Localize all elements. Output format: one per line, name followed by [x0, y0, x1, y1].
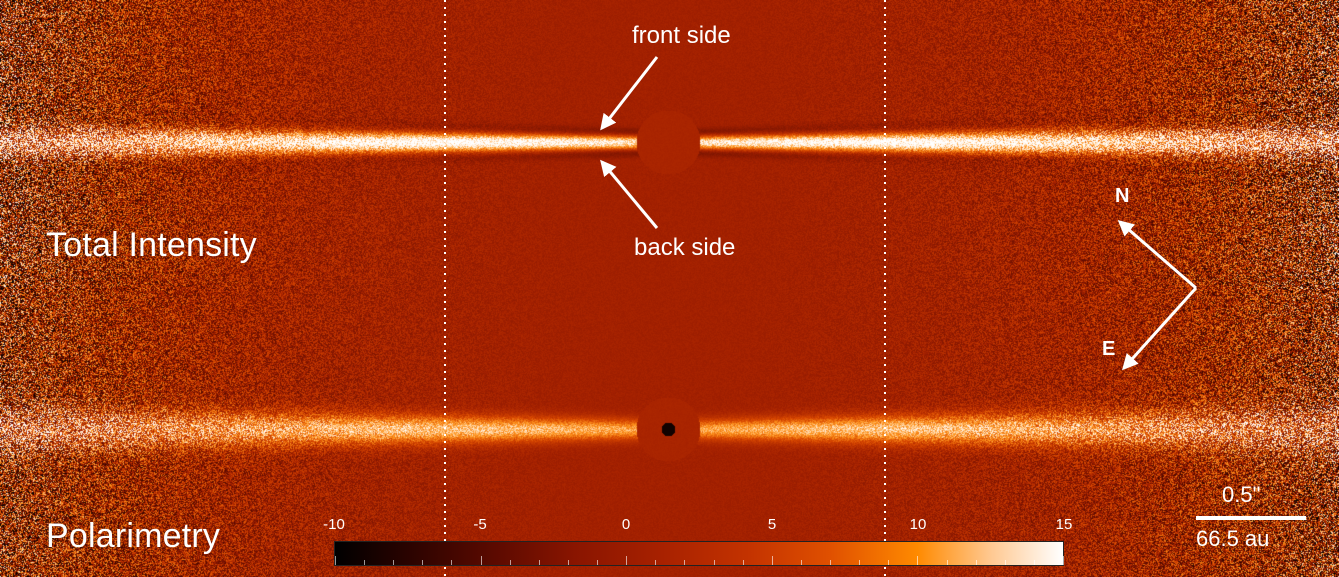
- colorbar-tick-label: -5: [473, 516, 487, 533]
- colorbar-minor-tick: [509, 560, 511, 565]
- front-side-arrow: [600, 56, 659, 131]
- colorbar-tick-label: 0: [621, 516, 631, 533]
- east-arrow: [1121, 286, 1198, 371]
- colorbar-minor-tick: [917, 556, 919, 565]
- colorbar-minor-tick: [422, 560, 424, 565]
- compass-north-label: N: [1115, 185, 1130, 207]
- colorbar-minor-tick: [480, 556, 482, 565]
- colorbar-minor-tick: [597, 560, 599, 565]
- colorbar: [334, 541, 1064, 566]
- colorbar-minor-tick: [1063, 556, 1064, 565]
- colorbar-tick-label: 10: [909, 516, 927, 533]
- back-side-label: back side: [634, 234, 736, 261]
- colorbar-minor-tick: [364, 560, 366, 565]
- colorbar-minor-tick: [975, 560, 977, 565]
- colorbar-minor-tick: [1033, 560, 1035, 565]
- colorbar-minor-tick: [538, 560, 540, 565]
- colorbar-minor-tick: [1004, 560, 1006, 565]
- total-intensity-panel: [0, 0, 1339, 289]
- polarimetry-panel: [0, 289, 1339, 577]
- polarimetry-image: [0, 289, 1339, 577]
- colorbar-minor-tick: [451, 560, 453, 565]
- colorbar-minor-tick: [335, 556, 336, 565]
- total-intensity-image: [0, 0, 1339, 289]
- colorbar-minor-tick: [859, 560, 861, 565]
- compass-east-label: E: [1102, 338, 1116, 360]
- scale-bar: [1196, 516, 1306, 520]
- colorbar-minor-tick: [830, 560, 832, 565]
- colorbar-minor-tick: [742, 560, 744, 565]
- polarimetry-label: Polarimetry: [46, 517, 221, 555]
- scale-physical-label: 66.5 au: [1196, 526, 1270, 551]
- colorbar-minor-tick: [626, 556, 628, 565]
- colorbar-minor-tick: [684, 560, 686, 565]
- colorbar-minor-tick: [771, 556, 773, 565]
- total-intensity-label: Total Intensity: [46, 226, 257, 264]
- colorbar-minor-tick: [800, 560, 802, 565]
- colorbar-tick-label: 5: [767, 516, 777, 533]
- back-side-arrow: [600, 159, 659, 229]
- colorbar-minor-tick: [946, 560, 948, 565]
- colorbar-tick-label: -10: [323, 516, 345, 533]
- colorbar-minor-tick: [888, 560, 890, 565]
- colorbar-minor-tick: [655, 560, 657, 565]
- scale-angular-label: 0.5": [1222, 482, 1261, 507]
- front-side-label: front side: [632, 22, 731, 49]
- colorbar-minor-tick: [713, 560, 715, 565]
- colorbar-minor-tick: [567, 560, 569, 565]
- north-arrow: [1117, 220, 1197, 290]
- colorbar-minor-tick: [393, 560, 395, 565]
- colorbar-tick-label: 15: [1055, 516, 1073, 533]
